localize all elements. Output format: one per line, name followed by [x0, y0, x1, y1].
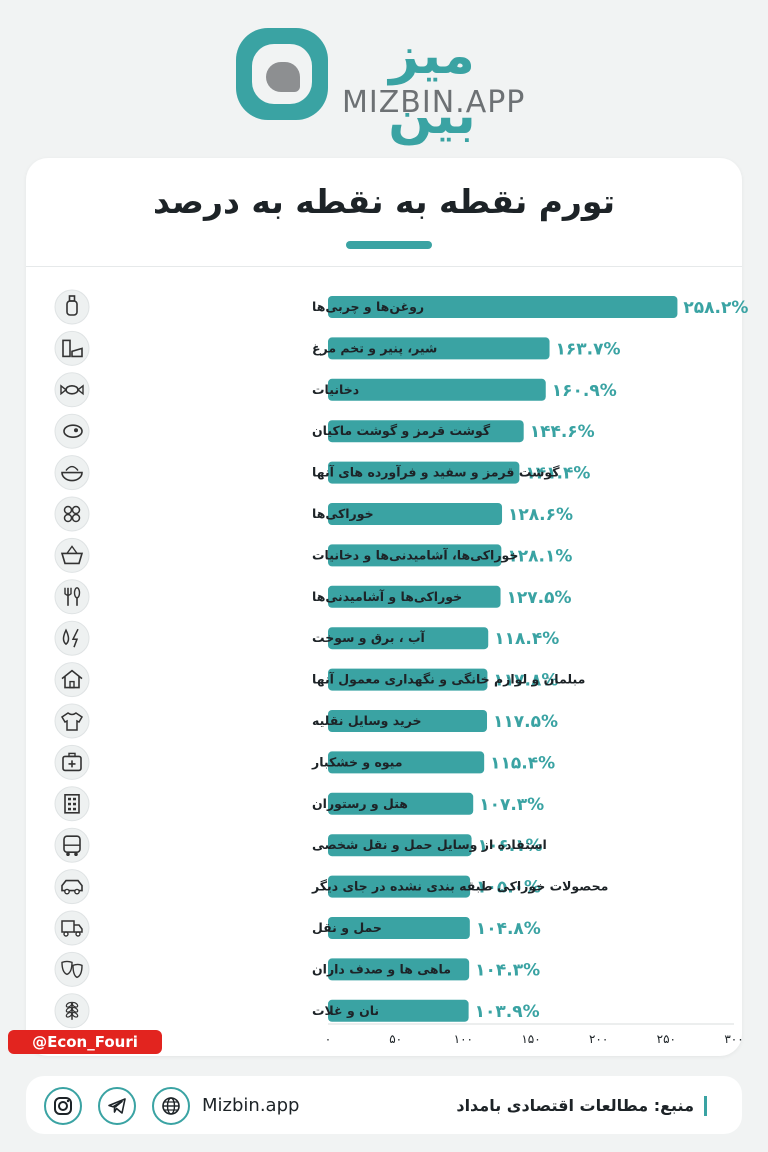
bar-value-label: ۱۲۷.۵% [507, 588, 572, 608]
bar-value-label: ۱۲۸.۶% [508, 505, 573, 525]
utilities-icon [54, 620, 90, 656]
bar [328, 999, 469, 1022]
house-icon [54, 662, 90, 698]
x-tick-label: ۱۰۰ [454, 1032, 473, 1046]
meat-icon [54, 413, 90, 449]
bar-value-label: ۱۰۳.۹% [475, 1002, 540, 1022]
bar [328, 378, 546, 401]
source-text: منبع: مطالعات اقتصادی بامداد [456, 1096, 694, 1115]
tshirt-icon [54, 703, 90, 739]
x-tick-label: ۳۰۰ [724, 1032, 743, 1046]
brand-name-english: MIZBIN.APP [342, 85, 526, 120]
bar [328, 544, 502, 567]
bar [328, 503, 503, 525]
bottle-icon [54, 289, 90, 325]
bar [328, 585, 501, 608]
truck-icon [54, 910, 90, 946]
bar-value-label: ۱۱۷.۵% [493, 712, 558, 732]
bar [328, 668, 488, 691]
bar-value-label: ۱۱۷.۸% [493, 671, 558, 691]
milk-cheese-icon [54, 330, 90, 366]
bar-value-label: ۲۵۸.۲% [683, 298, 748, 318]
chart-title: تورم نقطه به نقطه به درصد [153, 182, 615, 221]
web-globe-icon[interactable] [152, 1087, 190, 1125]
car-icon [54, 869, 90, 905]
bar-value-label: ۱۰۵.۰% [476, 878, 541, 898]
category-label: خوراکی‌ها و آشامیدنی‌ها [312, 589, 462, 604]
bar [328, 420, 524, 443]
category-label: روغن‌ها و چربی‌ها [312, 299, 424, 314]
bar [328, 875, 471, 898]
category-label: خوراکی‌ها [312, 506, 374, 521]
category-label: میوه و خشکبار [311, 754, 403, 769]
bar [328, 337, 550, 360]
brand-logo-icon [236, 28, 328, 120]
wheat-icon [54, 993, 90, 1029]
bar-value-label: ۱۰۷.۳% [479, 795, 544, 815]
bar [328, 627, 489, 650]
category-label: مبلمان و لوازم خانگی و نگهداری معمول آنه… [312, 672, 585, 688]
category-label: گوشت قرمز و سفید و فرآورده های آنها [312, 465, 560, 480]
x-tick-label: ۵۰ [389, 1032, 402, 1046]
bar-value-label: ۱۱۸.۴% [494, 629, 559, 649]
website-link[interactable]: Mizbin.app [202, 1095, 300, 1116]
x-tick-label: ۰ [325, 1032, 331, 1046]
bar-value-label: ۱۶۳.۷% [556, 339, 621, 359]
category-label: حمل و نقل [312, 920, 382, 935]
category-label: شیر، پنیر و تخم مرغ [312, 340, 437, 355]
bar-value-label: ۱۲۸.۱% [507, 546, 572, 566]
category-label: دخانیات [312, 382, 359, 397]
bar-value-label: ۱۰۴.۸% [476, 919, 541, 939]
bar-value-label: ۱۰۶.۱% [478, 836, 543, 856]
basket-icon [54, 537, 90, 573]
category-label: خرید وسایل نقلیه [312, 713, 422, 728]
x-tick-label: ۲۰۰ [589, 1032, 608, 1046]
bar [328, 461, 520, 484]
category-label: استفاده از وسایل حمل و نقل شخصی [312, 837, 547, 852]
source-accent-bar [704, 1096, 707, 1116]
bar-value-label: ۱۴۴.۶% [530, 422, 595, 442]
bar [328, 710, 488, 732]
category-label: آب ، برق و سوخت [312, 630, 426, 645]
food-bowl-icon [54, 455, 90, 491]
author-handle-badge: @Econ_Fouri [8, 1030, 162, 1054]
x-tick-label: ۲۵۰ [657, 1032, 676, 1046]
snacks-icon [54, 496, 90, 532]
instagram-icon[interactable] [44, 1087, 82, 1125]
category-label: خوراکی‌ها، آشامیدنی‌ها و دخانیات [312, 547, 518, 562]
cutlery-icon [54, 579, 90, 615]
bar [328, 917, 470, 939]
bar-value-label: ۱۶۰.۹% [552, 381, 617, 401]
telegram-icon[interactable] [98, 1087, 136, 1125]
bar-value-label: ۱۱۵.۴% [490, 753, 555, 773]
category-label: هتل و رستوران [312, 796, 408, 811]
title-underline [346, 241, 432, 249]
bar [328, 834, 472, 857]
bar [328, 751, 485, 774]
first-aid-icon [54, 744, 90, 780]
bar [328, 958, 470, 981]
brand-name-persian: میز بین [388, 26, 476, 146]
category-label: محصولات خوراکی طبقه بندی نشده در جای دیگ… [311, 879, 608, 894]
bar [328, 792, 474, 815]
masks-icon [54, 951, 90, 987]
footer-bar [26, 1076, 742, 1134]
x-tick-label: ۱۵۰ [521, 1032, 540, 1046]
bus-icon [54, 827, 90, 863]
card-divider [26, 266, 742, 267]
bar-value-label: ۱۰۴.۳% [475, 960, 540, 980]
category-label: ماهی ها و صدف داران [312, 961, 451, 976]
category-label: گوشت قرمز و گوشت ماکیان [312, 423, 491, 438]
bar [328, 296, 678, 318]
category-label: نان و غلات [312, 1003, 379, 1018]
bar-value-label: ۱۴۱.۴% [525, 464, 590, 484]
candy-icon [54, 372, 90, 408]
building-icon [54, 786, 90, 822]
